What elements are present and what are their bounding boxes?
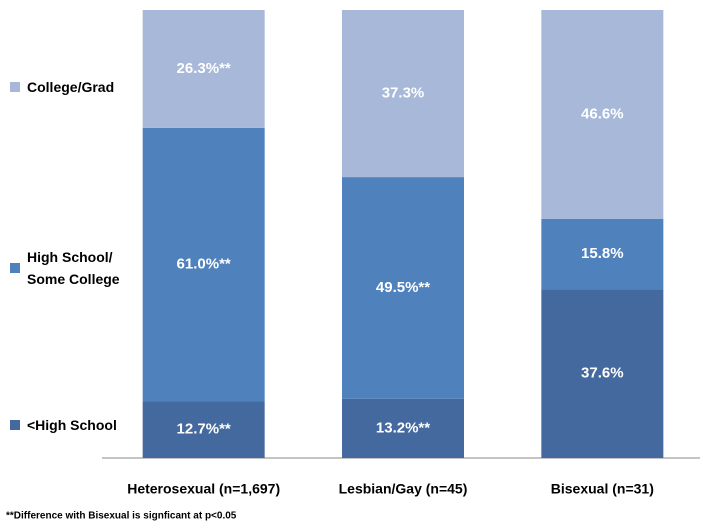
- bar-segment: [142, 127, 265, 402]
- bar-segment: [142, 10, 265, 128]
- x-tick-label: Bisexual (n=31): [551, 481, 654, 497]
- bar-segment: [342, 10, 464, 178]
- legend-label: <High School: [27, 417, 117, 433]
- x-tick-label: Heterosexual (n=1,697): [127, 481, 280, 497]
- data-label: 26.3%**: [177, 60, 231, 77]
- data-label: 15.8%: [581, 245, 624, 262]
- legend-label: High School/ Some College: [27, 249, 120, 287]
- legend-swatch: [10, 420, 20, 430]
- data-label: 12.7%**: [177, 421, 231, 438]
- bar-segment: [142, 401, 265, 458]
- data-label: 61.0%**: [177, 255, 231, 272]
- legend-swatch: [10, 82, 20, 92]
- bar-segment: [541, 289, 664, 458]
- bar-segment: [342, 177, 464, 399]
- bar-segment: [342, 398, 464, 458]
- x-tick-label: Lesbian/Gay (n=45): [339, 481, 468, 497]
- footnote: **Difference with Bisexual is signficant…: [6, 511, 237, 522]
- legend-swatch: [10, 263, 20, 273]
- data-label: 49.5%**: [376, 279, 430, 296]
- bar-segment: [541, 10, 664, 219]
- data-label: 37.6%: [581, 365, 624, 382]
- legend-label: College/Grad: [27, 79, 115, 95]
- bar-segment: [541, 218, 664, 290]
- data-label: 46.6%: [581, 105, 624, 122]
- data-label: 13.2%**: [376, 419, 430, 436]
- data-label: 37.3%: [382, 85, 425, 102]
